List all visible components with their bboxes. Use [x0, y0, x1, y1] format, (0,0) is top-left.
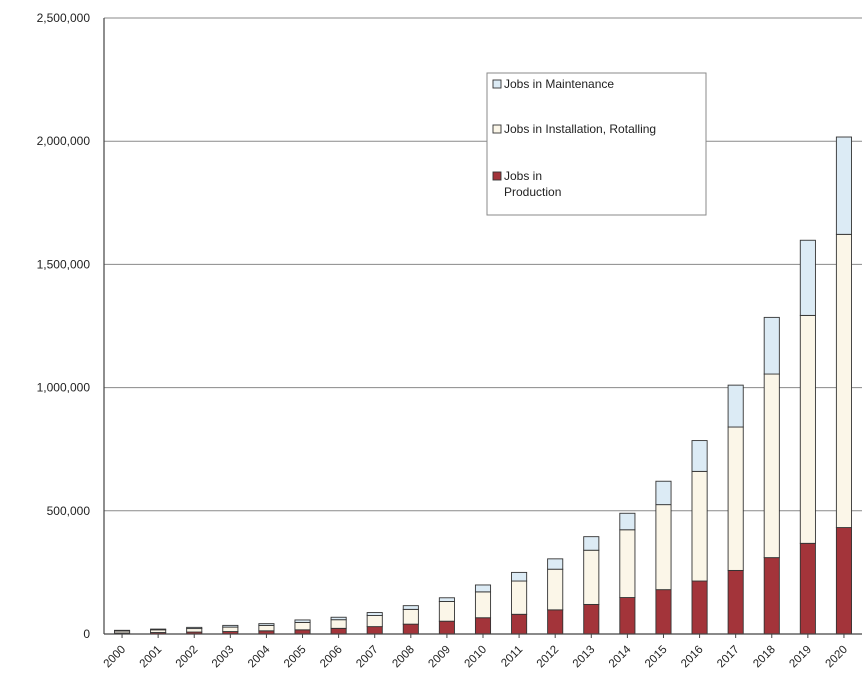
legend-label-production: Jobs in Production	[504, 169, 561, 199]
bar-production-2016	[691, 580, 708, 635]
legend-swatch-maintenance	[492, 79, 502, 89]
bar-installation-2014	[619, 529, 636, 598]
bar-installation-2017	[727, 426, 744, 571]
bar-maintenance-2017	[727, 384, 744, 428]
x-tick-label: 2019	[787, 644, 814, 671]
bar-installation-2003	[222, 626, 239, 632]
bar-installation-2015	[655, 504, 672, 591]
bar-production-2006	[330, 627, 347, 635]
bar-maintenance-2019	[799, 239, 816, 316]
bars	[114, 136, 852, 635]
bar-installation-2020	[835, 233, 852, 529]
bar-installation-2006	[330, 619, 347, 629]
bar-production-2012	[547, 609, 564, 635]
bar-maintenance-2009	[438, 597, 455, 602]
bar-maintenance-2011	[511, 571, 528, 582]
legend-swatch-installation	[492, 124, 502, 134]
bar-production-2005	[294, 629, 311, 635]
bar-production-2020	[835, 527, 852, 635]
bar-maintenance-2008	[402, 605, 419, 610]
bar-production-2009	[438, 620, 455, 635]
bar-maintenance-2012	[547, 558, 564, 570]
legend: Jobs in Maintenance Jobs in Installation,…	[486, 72, 707, 216]
x-tick-label: 2003	[210, 644, 237, 671]
legend-box	[486, 72, 707, 216]
bar-maintenance-2018	[763, 316, 780, 375]
bar-production-2007	[366, 626, 383, 635]
bar-maintenance-2004	[258, 623, 275, 626]
bar-installation-2007	[366, 615, 383, 628]
x-tick-label: 2015	[643, 644, 670, 671]
x-tick-label: 2014	[607, 643, 634, 670]
x-tick-labels: 2000 2001 2002 2003 2004 2005 2006 2007 2008 2009…	[102, 643, 850, 670]
bar-installation-2005	[294, 621, 311, 631]
bar-maintenance-2006	[330, 616, 347, 621]
y-tick-label: 1,500,000	[37, 257, 91, 271]
y-tick-label: 500,000	[47, 504, 91, 518]
bar-installation-2009	[438, 601, 455, 622]
x-tick-label: 2006	[318, 644, 345, 671]
bar-installation-2012	[547, 568, 564, 611]
bar-maintenance-2015	[655, 480, 672, 506]
x-tick-label: 2010	[463, 644, 490, 671]
gridlines	[104, 17, 862, 512]
bar-maintenance-2007	[366, 612, 383, 616]
bar-maintenance-2014	[619, 512, 636, 531]
x-tick-label: 2004	[246, 643, 273, 670]
x-tick-label: 2001	[138, 644, 165, 671]
x-tick-label: 2009	[426, 644, 453, 671]
y-tick-label: 2,500,000	[37, 11, 91, 25]
bar-production-2015	[655, 589, 672, 635]
x-tick-label: 2005	[282, 644, 309, 671]
bar-production-2011	[511, 613, 528, 635]
bar-installation-2010	[474, 591, 492, 619]
bar-maintenance-2003	[222, 624, 239, 628]
bar-installation-2004	[258, 624, 275, 632]
bar-maintenance-2020	[835, 136, 852, 235]
bar-maintenance-2002	[186, 626, 203, 630]
bar-installation-2018	[763, 373, 780, 559]
bar-installation-2019	[799, 314, 816, 544]
bar-production-2010	[474, 617, 492, 635]
y-tick-label: 0	[83, 627, 90, 641]
bar-production-2008	[402, 623, 419, 635]
x-tick-label: 2018	[751, 644, 778, 671]
bar-production-2014	[619, 597, 636, 635]
bar-maintenance-2000	[114, 629, 131, 632]
bar-maintenance-2001	[150, 628, 167, 631]
bar-installation-2013	[583, 549, 600, 605]
legend-label-installation: Jobs in Installation, Rotalling	[504, 122, 656, 136]
x-tick-label: 2002	[174, 644, 201, 671]
x-tick-label: 2008	[390, 644, 417, 671]
bar-maintenance-2013	[583, 536, 600, 551]
bar-installation-2016	[691, 470, 708, 582]
x-tick-label: 2013	[571, 644, 598, 671]
x-tick-label: 2007	[354, 644, 381, 671]
x-tick-label: 2011	[499, 644, 525, 670]
x-tick-label: 2016	[679, 644, 706, 671]
y-tick-label: 2,000,000	[37, 134, 91, 148]
y-tick-labels: 0 500,000 1,000,000 1,500,000 2,000,000 2,500…	[37, 11, 91, 641]
legend-swatch-production	[492, 171, 502, 181]
bar-maintenance-2016	[691, 440, 708, 472]
y-tick-label: 1,000,000	[37, 381, 91, 395]
axes	[103, 18, 862, 638]
bar-installation-2008	[402, 608, 419, 625]
bar-production-2018	[763, 557, 780, 635]
bar-production-2017	[727, 569, 744, 635]
x-tick-label: 2000	[102, 644, 129, 671]
bar-maintenance-2010	[474, 584, 492, 593]
legend-label-maintenance: Jobs in Maintenance	[504, 77, 614, 91]
bar-installation-2002	[186, 628, 203, 633]
x-tick-label: 2017	[715, 644, 742, 671]
bar-production-2019	[799, 542, 816, 635]
bar-production-2013	[583, 603, 600, 635]
x-tick-label: 2012	[535, 644, 562, 671]
bar-installation-2011	[511, 580, 528, 615]
bar-maintenance-2005	[294, 619, 311, 623]
x-tick-label: 2020	[823, 644, 850, 671]
